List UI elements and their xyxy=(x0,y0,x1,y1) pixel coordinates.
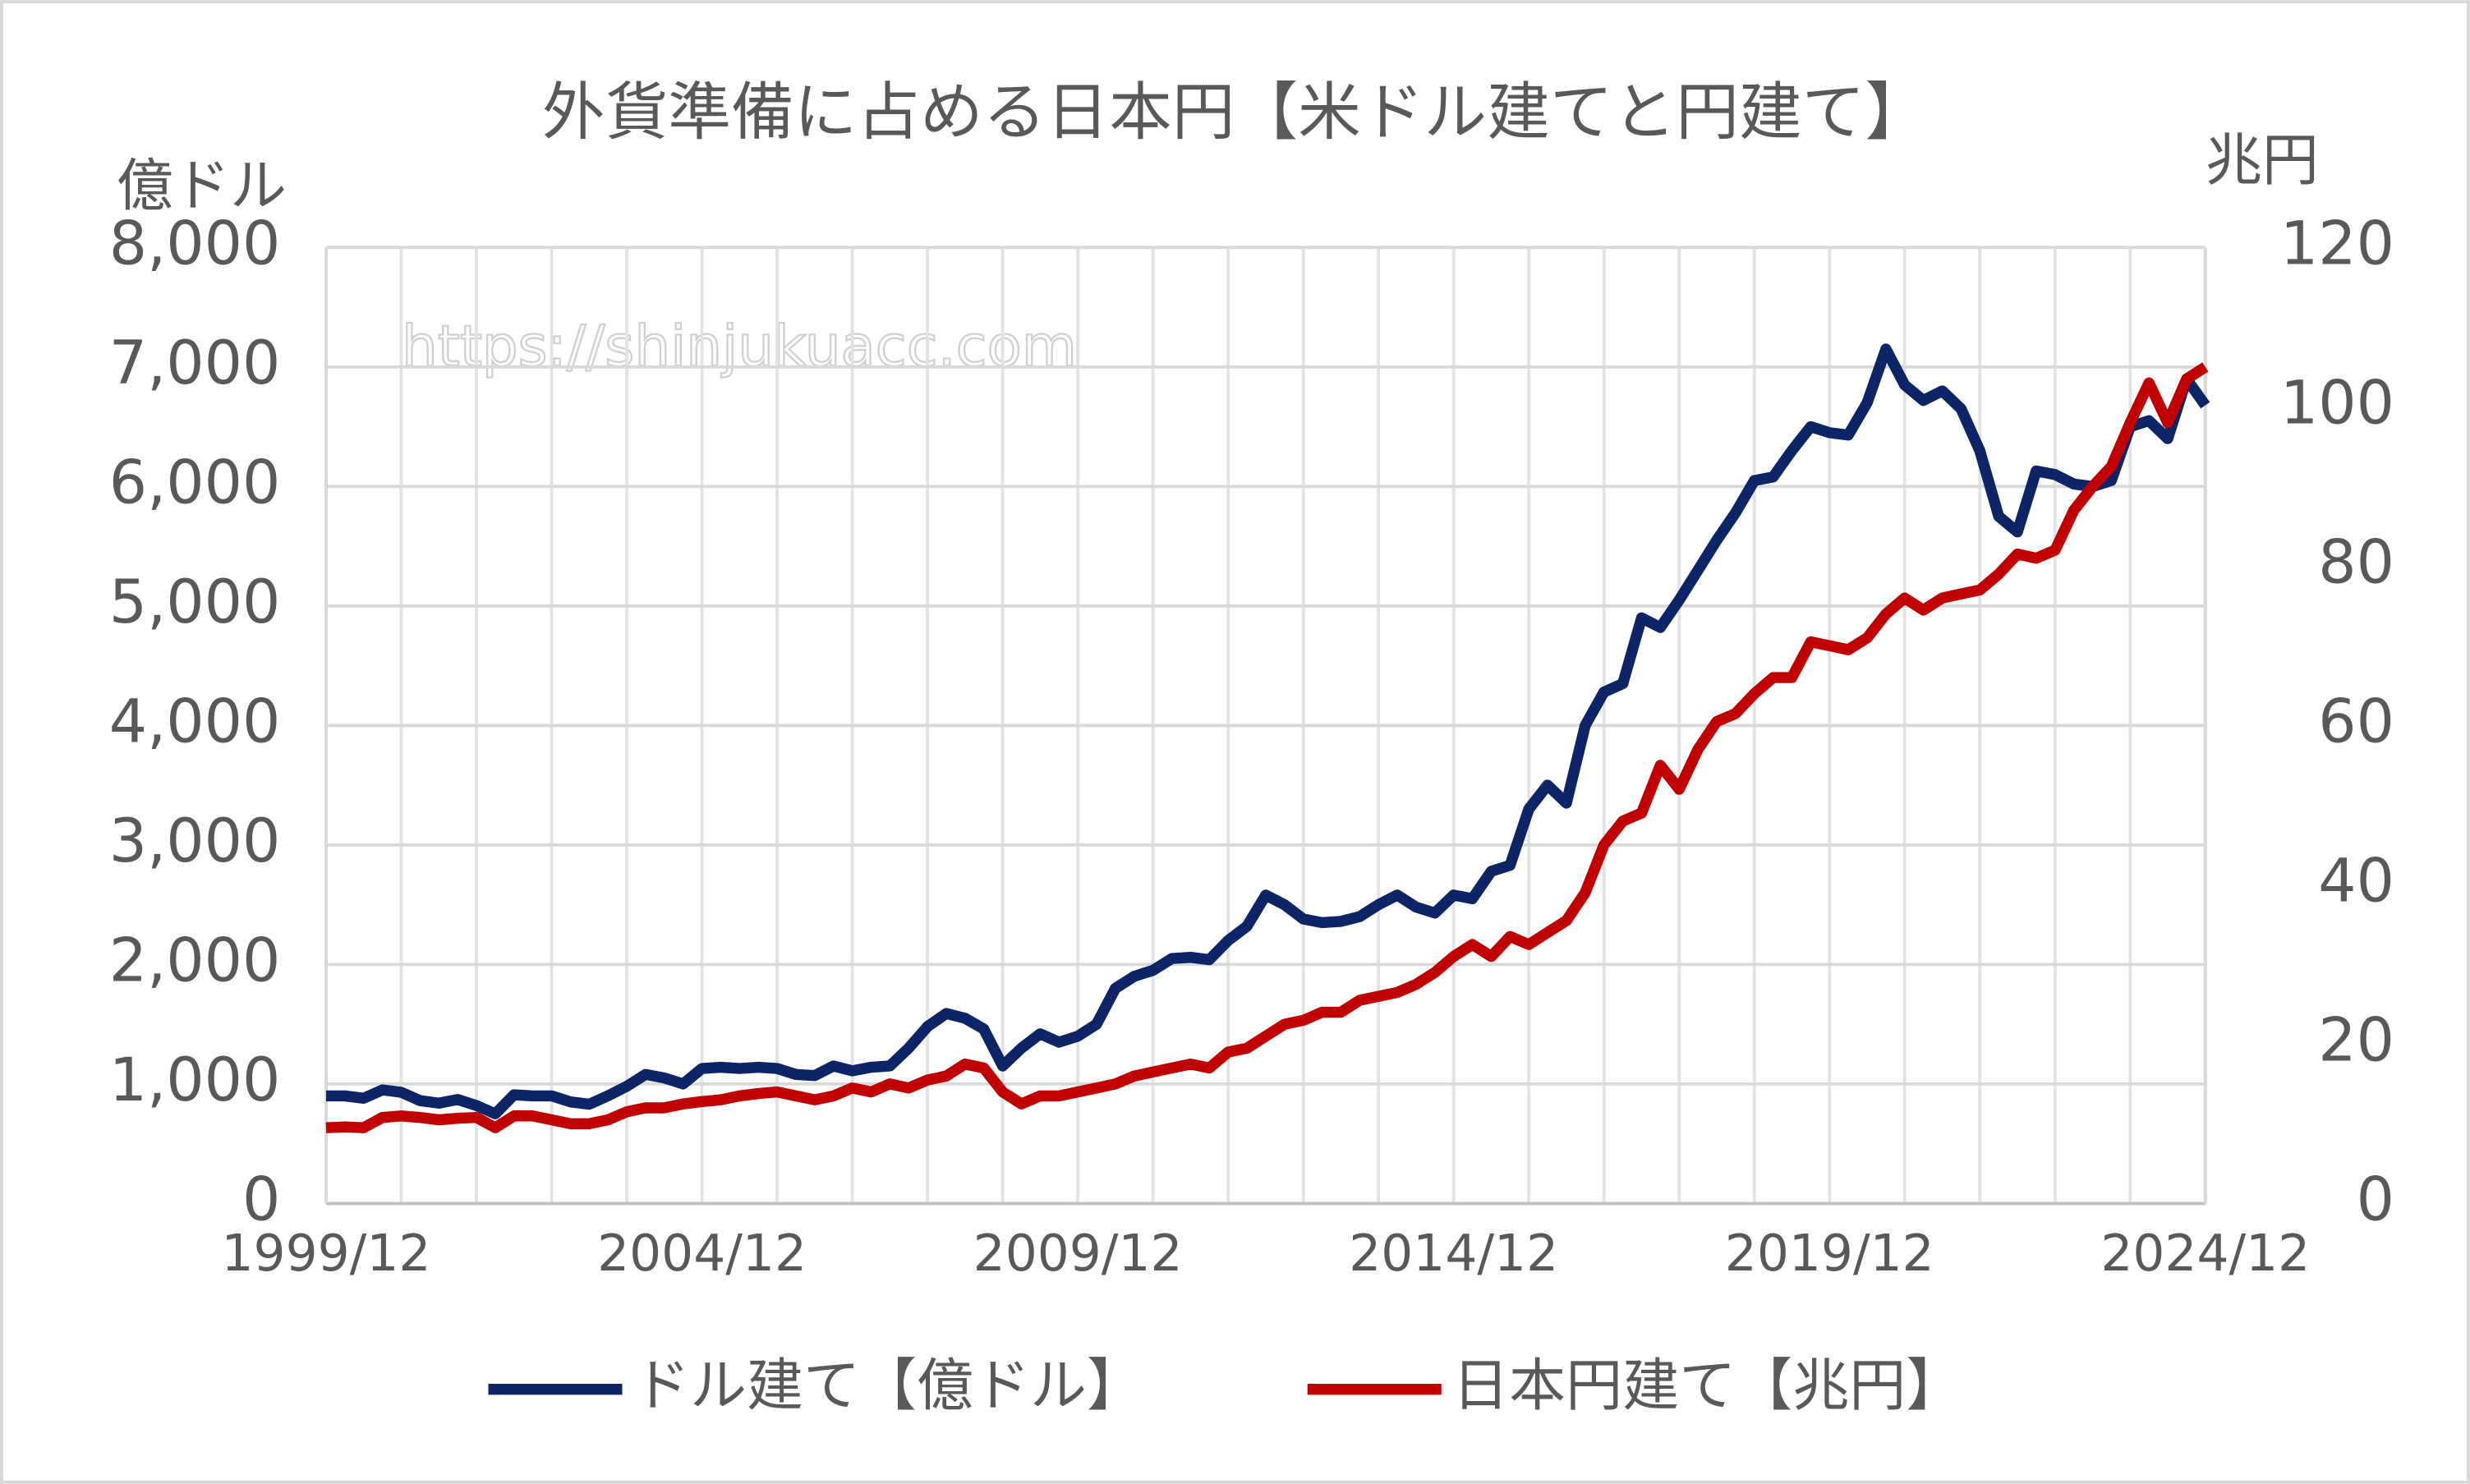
chart-title: 外貨準備に占める日本円【米ドル建てと円建て】 xyxy=(542,76,1928,149)
x-tick-label: 2009/12 xyxy=(973,1224,1183,1283)
y2-tick-label: 20 xyxy=(2318,1005,2394,1075)
x-tick-label: 2024/12 xyxy=(2100,1224,2310,1283)
y-tick-label: 1,000 xyxy=(109,1045,281,1115)
y2-axis-label: 兆円 xyxy=(2206,128,2319,194)
y-tick-label: 3,000 xyxy=(109,806,281,876)
series-line xyxy=(325,343,2210,1119)
y-tick-label: 7,000 xyxy=(109,329,281,398)
y-tick-label: 0 xyxy=(242,1165,280,1234)
x-tick-label: 1999/12 xyxy=(222,1224,431,1283)
y-tick-label: 2,000 xyxy=(109,926,281,995)
y-tick-label: 5,000 xyxy=(109,567,281,637)
y2-tick-label: 80 xyxy=(2318,527,2394,597)
y-tick-label: 6,000 xyxy=(109,448,281,517)
legend-label: 日本円建て【兆円】 xyxy=(1452,1353,1962,1419)
y2-tick-label: 60 xyxy=(2318,687,2394,756)
series-line xyxy=(325,362,2209,1133)
x-tick-label: 2014/12 xyxy=(1349,1224,1558,1283)
y-tick-label: 4,000 xyxy=(109,687,281,756)
legend-label: ドル建て【億ドル】 xyxy=(633,1353,1143,1419)
y2-tick-label: 40 xyxy=(2318,846,2394,916)
x-tick-label: 2004/12 xyxy=(597,1224,807,1283)
y-tick-label: 8,000 xyxy=(109,209,281,278)
y2-tick-label: 100 xyxy=(2280,368,2394,438)
y2-tick-label: 120 xyxy=(2280,209,2394,278)
y2-tick-label: 0 xyxy=(2357,1165,2394,1234)
x-tick-label: 2019/12 xyxy=(1725,1224,1934,1283)
watermark: https://shinjukuacc.com xyxy=(402,314,1077,379)
y-axis-label: 億ドル xyxy=(117,153,287,218)
